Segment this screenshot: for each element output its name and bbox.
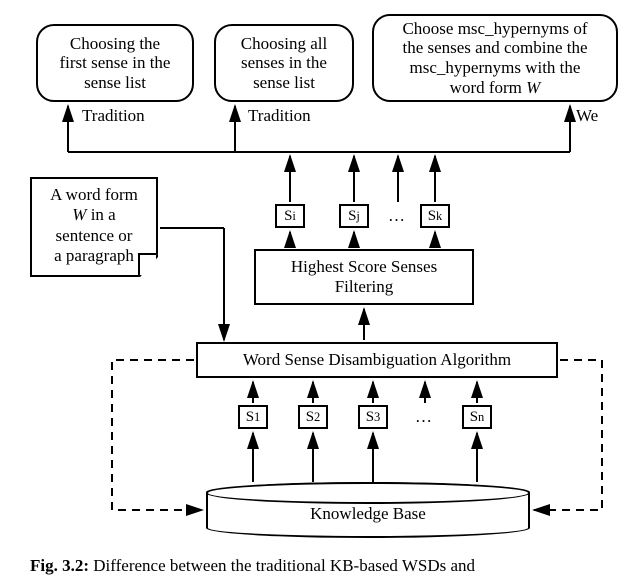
label-tradition-2: Tradition — [248, 106, 311, 126]
msc-l4a: word form — [450, 78, 526, 97]
msc-l4-w: W — [526, 78, 540, 97]
box-filtering: Highest Score Senses Filtering — [254, 249, 474, 305]
dots-bottom: … — [415, 407, 432, 427]
s1-s: S — [246, 409, 254, 426]
caption-rest: Difference between the traditional KB-ba… — [89, 556, 475, 575]
box-sn: Sn — [462, 405, 492, 429]
box-sj: Sj — [339, 204, 369, 228]
note-l2-rest: in a — [86, 205, 115, 224]
msc-l2: the senses and combine the — [402, 38, 587, 58]
msc-l3: msc_hypernyms with the — [402, 58, 587, 78]
box-s1: S1 — [238, 405, 268, 429]
figure-caption: Fig. 3.2: Difference between the traditi… — [30, 556, 475, 576]
msc-l1: Choose msc_hypernyms of — [402, 19, 587, 39]
sj-sub: j — [356, 209, 359, 224]
msc-text: Choose msc_hypernyms of the senses and c… — [402, 19, 587, 97]
caption-bold: Fig. 3.2: — [30, 556, 89, 575]
si-sub: i — [292, 209, 295, 224]
sk-s: S — [428, 208, 436, 225]
msc-l4: word form W — [402, 78, 587, 98]
s1-sub: 1 — [254, 410, 260, 425]
note-l1: A word form — [40, 185, 148, 205]
s2-s: S — [306, 409, 314, 426]
box-msc-hypernyms: Choose msc_hypernyms of the senses and c… — [372, 14, 618, 102]
label-we: We — [576, 106, 598, 126]
box-all-senses: Choosing all senses in the sense list — [214, 24, 354, 102]
diagram-canvas: Choosing the first sense in the sense li… — [0, 0, 640, 583]
box-sk: Sk — [420, 204, 450, 228]
note-wordform: A word form W in a sentence or a paragra… — [30, 177, 158, 277]
sk-sub: k — [436, 209, 442, 224]
box-first-sense: Choosing the first sense in the sense li… — [36, 24, 194, 102]
s3-sub: 3 — [374, 410, 380, 425]
note-l3: sentence or — [40, 226, 148, 246]
box-si: Si — [275, 204, 305, 228]
dots-top: … — [388, 206, 405, 226]
note-l4: a paragraph — [40, 246, 148, 266]
label-tradition-1: Tradition — [82, 106, 145, 126]
note-l2-w: W — [72, 205, 86, 224]
kb-label: Knowledge Base — [208, 504, 528, 524]
s3-s: S — [366, 409, 374, 426]
note-l2: W in a — [40, 205, 148, 225]
box-s3: S3 — [358, 405, 388, 429]
box-s2: S2 — [298, 405, 328, 429]
cylinder-knowledge-base: Knowledge Base — [206, 482, 530, 538]
si-s: S — [284, 208, 292, 225]
box-wsd-algorithm: Word Sense Disambiguation Algorithm — [196, 342, 558, 378]
sn-s: S — [470, 409, 478, 426]
s2-sub: 2 — [314, 410, 320, 425]
sn-sub: n — [478, 410, 484, 425]
